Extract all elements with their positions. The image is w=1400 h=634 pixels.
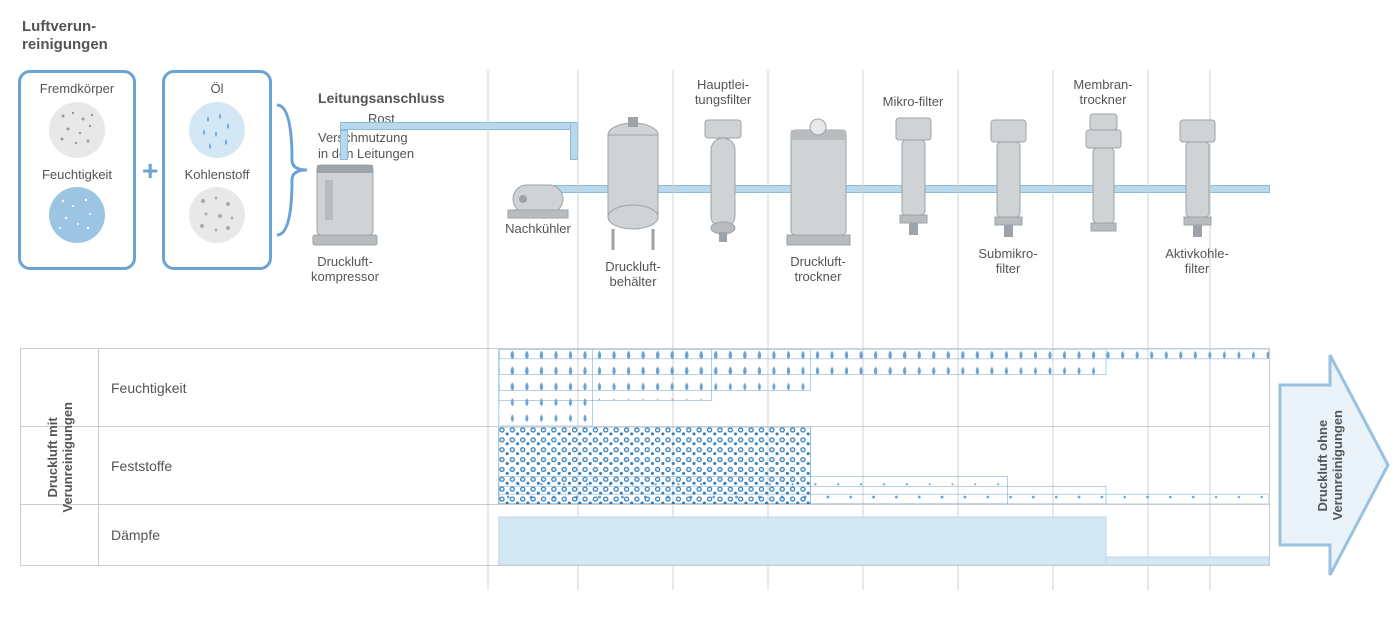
membrane-dryer-icon <box>1076 110 1131 245</box>
label-aftercooler: Nachkühler <box>498 222 578 237</box>
equip-tank: Druckluft- behälter <box>588 115 678 290</box>
aftercooler-icon <box>503 155 573 225</box>
label-row-solids: Feststoffe <box>99 458 229 474</box>
row-moisture: Feuchtigkeit <box>21 349 1269 427</box>
label-output: Druckluft ohne Verunreinigungen <box>1315 410 1345 521</box>
label-row-moisture: Feuchtigkeit <box>99 380 229 396</box>
equip-carbon-filter: Aktivkohle- filter <box>1152 112 1242 277</box>
title-contaminants: Luftverun- reinigungen <box>22 18 108 54</box>
bar-vapors <box>229 505 1269 565</box>
main-filter-icon <box>693 112 753 252</box>
equip-dryer: Druckluft- trockner <box>773 115 863 285</box>
label-micro-filter: Mikro-filter <box>868 95 958 110</box>
carbon-filter-icon <box>1170 112 1225 242</box>
label-row-vapors: Dämpfe <box>99 527 229 543</box>
row-vapors: Dämpfe <box>21 505 1269 565</box>
label-carbon-filter: Aktivkohle- filter <box>1152 247 1242 277</box>
label-dryer: Druckluft- trockner <box>773 255 863 285</box>
output-arrow: Druckluft ohne Verunreinigungen <box>1270 360 1390 570</box>
row-solids: Feststoffe <box>21 427 1269 505</box>
label-submicro-filter: Submikro- filter <box>963 247 1053 277</box>
contaminant-table: Druckluft mit Verunreinigungen Feuchtigk… <box>20 348 1270 566</box>
table-left-header: Druckluft mit Verunreinigungen <box>45 402 75 513</box>
equip-main-filter: Hauptlei- tungsfilter <box>678 78 768 257</box>
equip-micro-filter: Mikro-filter <box>868 95 958 245</box>
equip-aftercooler: Nachkühler <box>498 155 578 237</box>
equip-membrane-dryer: Membran- trockner <box>1058 78 1148 250</box>
tank-icon <box>598 115 668 255</box>
submicro-filter-icon <box>981 112 1036 242</box>
label-membrane-dryer: Membran- trockner <box>1058 78 1148 108</box>
bar-solids <box>229 427 1269 504</box>
label-tank: Druckluft- behälter <box>588 260 678 290</box>
equip-submicro-filter: Submikro- filter <box>963 112 1053 277</box>
label-main-filter: Hauptlei- tungsfilter <box>678 78 768 108</box>
dryer-icon <box>781 115 856 250</box>
bar-moisture <box>229 349 1269 426</box>
micro-filter-icon <box>886 110 941 240</box>
